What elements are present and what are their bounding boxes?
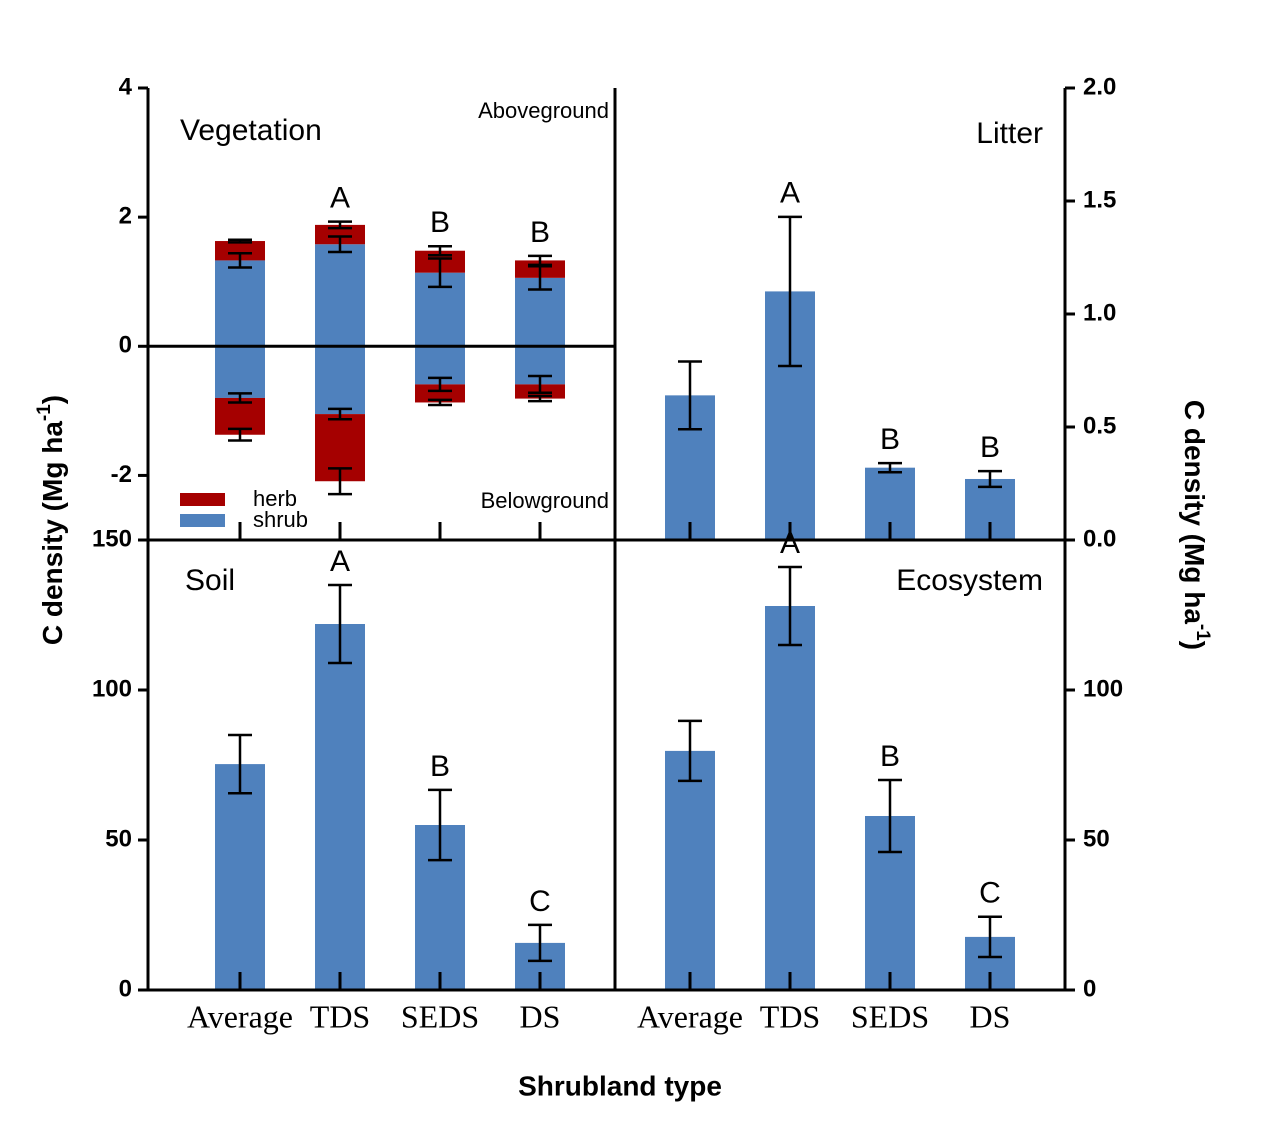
error-bar [878, 778, 902, 854]
label-text: C density (Mg ha [37, 421, 68, 645]
significance-letter: B [980, 431, 1000, 464]
significance-letter: B [430, 206, 450, 239]
error-bar [328, 407, 352, 421]
error-bar [328, 235, 352, 254]
bar-segment [315, 224, 365, 245]
error-bar [428, 788, 452, 862]
error-bar [428, 376, 452, 393]
error-bar [228, 733, 252, 795]
significance-letter: A [330, 182, 350, 215]
x-tick-label: DS [970, 998, 1011, 1034]
label-sup: -1 [1192, 624, 1213, 641]
y-tick-label: 100 [1083, 675, 1123, 702]
error-bar [428, 398, 452, 407]
significance-letter: A [780, 177, 800, 210]
significance-letter: C [529, 885, 551, 918]
bar-segment [215, 241, 265, 261]
label-text: C density (Mg ha [1179, 400, 1210, 624]
y-tick-label: 50 [1083, 825, 1110, 852]
x-tick-label: TDS [760, 998, 820, 1034]
bar [765, 606, 815, 990]
panel-title: Ecosystem [896, 564, 1043, 597]
panel-title: Vegetation [180, 114, 322, 147]
legend-swatch [180, 493, 225, 506]
error-bar [528, 923, 552, 963]
y-axis-label: C density (Mg ha-1) [34, 395, 68, 645]
x-tick-label: Average [187, 998, 293, 1034]
y-tick-label: 0.0 [1083, 525, 1116, 552]
y2-axis-label: C density (Mg ha-1) [1179, 400, 1213, 650]
significance-letter: B [880, 740, 900, 773]
y-tick-label: -2 [111, 461, 132, 488]
bar-segment [315, 244, 365, 347]
region-label: Aboveground [478, 98, 609, 123]
error-bar [678, 719, 702, 783]
y-tick-label: 0 [119, 332, 132, 359]
error-bar [778, 565, 802, 647]
y-tick-label: 1.0 [1083, 299, 1116, 326]
legend-label: shrub [253, 507, 308, 532]
significance-letter: B [430, 750, 450, 783]
y-tick-label: 0.5 [1083, 412, 1116, 439]
error-bar [528, 394, 552, 403]
plot-layer [215, 224, 1015, 990]
error-bar [228, 392, 252, 404]
error-bar [428, 244, 452, 257]
bar-segment [215, 260, 265, 347]
error-bar [528, 254, 552, 267]
y-tick-label: 50 [105, 825, 132, 852]
error-bar [528, 264, 552, 291]
error-bar [228, 238, 252, 244]
bar-segment [415, 384, 465, 403]
y-tick-label: 2 [119, 202, 132, 229]
label-text: ) [1179, 641, 1210, 650]
bar-segment [315, 346, 365, 415]
x-tick-label: Average [637, 998, 743, 1034]
bar [315, 624, 365, 990]
error-bar [328, 583, 352, 665]
legend-label: herb [253, 486, 297, 511]
significance-letter: A [780, 527, 800, 560]
y-tick-label: 0 [1083, 975, 1096, 1002]
error-bar [328, 467, 352, 496]
error-bar [978, 469, 1002, 489]
significance-letter: B [530, 216, 550, 249]
y-tick-label: 100 [92, 675, 132, 702]
error-bar [428, 257, 452, 289]
label-sup: -1 [34, 404, 55, 421]
bar [215, 764, 265, 990]
x-tick-label: DS [520, 998, 561, 1034]
significance-letter: B [880, 423, 900, 456]
x-tick-label: TDS [310, 998, 370, 1034]
error-bar [878, 461, 902, 474]
panel-title: Soil [185, 564, 235, 597]
error-bar [978, 915, 1002, 959]
error-bar [228, 427, 252, 442]
region-label: Belowground [481, 488, 609, 513]
y-tick-label: 1.5 [1083, 186, 1116, 213]
error-bar [778, 215, 802, 368]
error-bar [528, 374, 552, 395]
x-tick-label: SEDS [851, 998, 929, 1034]
error-bar [228, 252, 252, 269]
y-tick-label: 0 [119, 975, 132, 1002]
y-tick-label: 150 [92, 525, 132, 552]
bar [665, 750, 715, 990]
error-bar [678, 360, 702, 431]
panel-title: Litter [976, 117, 1043, 150]
legend-swatch [180, 514, 225, 527]
y-tick-label: 4 [119, 73, 133, 100]
y-tick-label: 2.0 [1083, 73, 1116, 100]
x-axis-label: Shrubland type [518, 1070, 722, 1101]
significance-letter: A [330, 545, 350, 578]
bar-segment [215, 346, 265, 398]
x-tick-label: SEDS [401, 998, 479, 1034]
error-bar [328, 220, 352, 230]
label-text: ) [37, 395, 68, 404]
significance-letter: C [979, 877, 1001, 910]
